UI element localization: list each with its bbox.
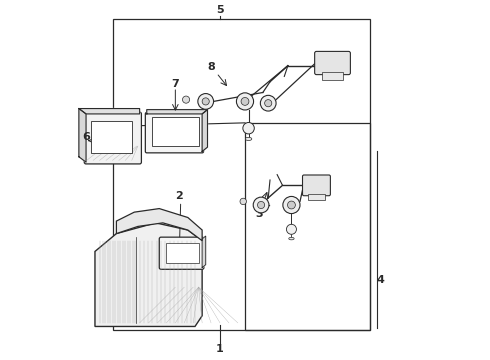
Circle shape <box>198 94 214 109</box>
Text: 6: 6 <box>82 132 90 142</box>
Text: 3: 3 <box>255 209 263 219</box>
Bar <box>92 121 132 153</box>
Circle shape <box>258 202 265 208</box>
Text: 8: 8 <box>207 63 215 72</box>
Ellipse shape <box>245 137 252 140</box>
Polygon shape <box>95 223 202 327</box>
Polygon shape <box>79 109 140 114</box>
Circle shape <box>241 98 249 105</box>
Text: 5: 5 <box>216 5 224 15</box>
Circle shape <box>288 201 295 209</box>
Bar <box>308 194 325 201</box>
Ellipse shape <box>289 237 294 240</box>
Bar <box>113 19 370 330</box>
Text: 1: 1 <box>216 343 224 354</box>
Bar <box>322 72 343 80</box>
Circle shape <box>237 93 253 110</box>
Circle shape <box>260 95 276 111</box>
Polygon shape <box>79 109 86 162</box>
Circle shape <box>283 197 300 213</box>
Polygon shape <box>202 110 207 152</box>
Text: 7: 7 <box>172 78 179 89</box>
Text: 4: 4 <box>377 275 385 285</box>
Circle shape <box>182 96 190 103</box>
Polygon shape <box>147 110 207 114</box>
FancyBboxPatch shape <box>302 175 330 196</box>
Circle shape <box>240 198 246 204</box>
Circle shape <box>243 122 254 134</box>
FancyBboxPatch shape <box>84 112 142 164</box>
Circle shape <box>253 197 269 213</box>
Circle shape <box>202 98 209 105</box>
Bar <box>167 243 198 263</box>
FancyBboxPatch shape <box>315 51 350 75</box>
Circle shape <box>265 100 272 107</box>
Circle shape <box>287 224 296 234</box>
Polygon shape <box>117 208 202 241</box>
Text: 2: 2 <box>175 191 183 201</box>
Polygon shape <box>202 236 206 267</box>
FancyBboxPatch shape <box>146 112 203 153</box>
Bar <box>245 123 370 330</box>
FancyBboxPatch shape <box>159 237 204 269</box>
Bar <box>152 117 198 146</box>
